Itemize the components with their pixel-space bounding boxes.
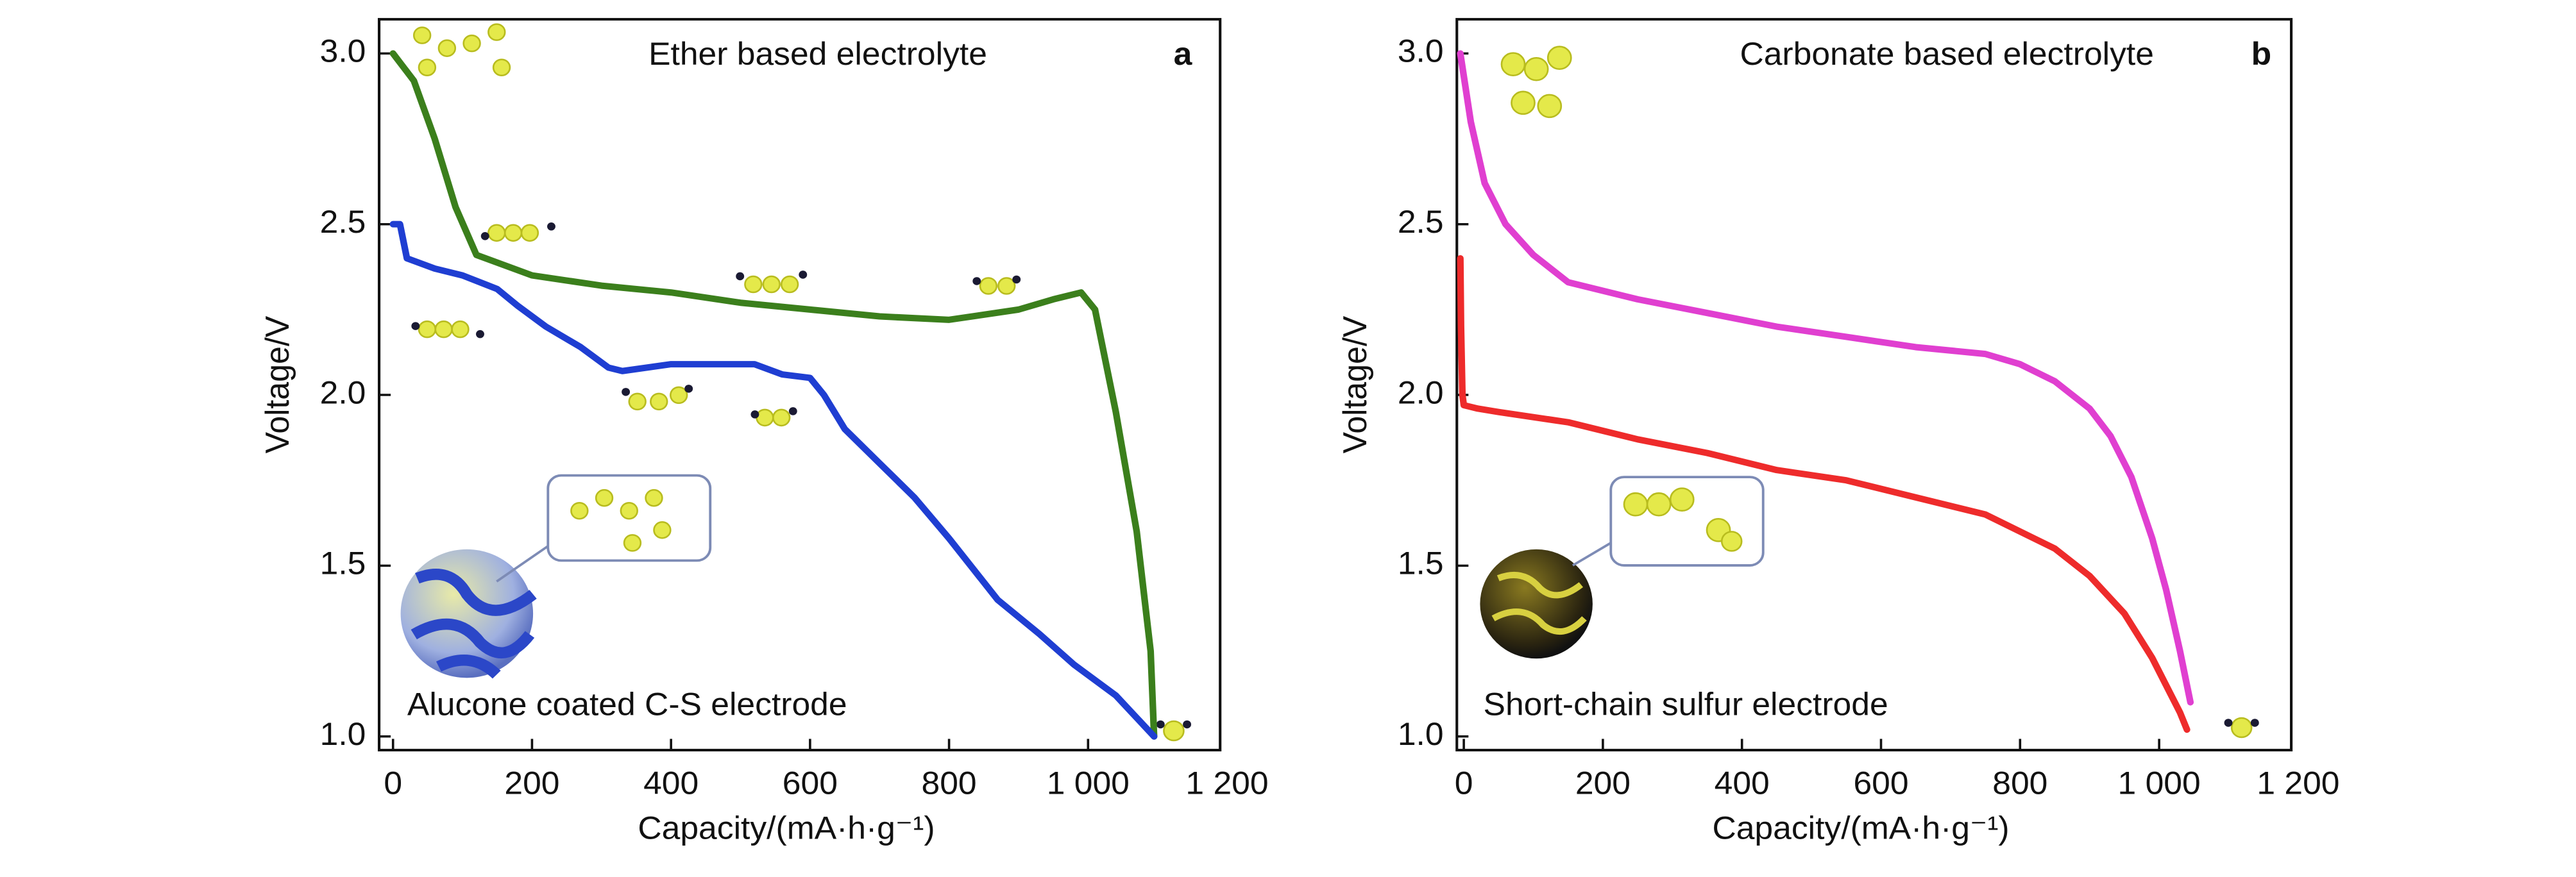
- x-tick-label: 400: [1715, 765, 1770, 801]
- data-line: [1457, 255, 2190, 733]
- decor: [400, 23, 2259, 742]
- y-tick-label: 1.0: [1398, 716, 1444, 752]
- y-tick-label: 1.5: [320, 545, 366, 581]
- plot-frame: [1455, 18, 2293, 752]
- x-tick-label: 200: [504, 765, 559, 801]
- y-tick-label: 1.0: [320, 716, 366, 752]
- x-tick-label: 800: [922, 765, 977, 801]
- y-tick-label: 1.5: [1398, 545, 1444, 581]
- annotation: Short-chain sulfur electrode: [1484, 686, 1888, 722]
- x-tick-label: 1 200: [2257, 765, 2339, 801]
- x-tick-label: 200: [1575, 765, 1631, 801]
- x-axis-label: Capacity/(mA·h·g⁻¹): [638, 810, 935, 846]
- data-line: [1457, 50, 2194, 706]
- annotation: Alucone coated C-S electrode: [407, 686, 847, 722]
- panel-label: a: [1174, 36, 1192, 72]
- y-axis-label: Voltage/V: [258, 316, 296, 454]
- y-tick-label: 2.0: [320, 374, 366, 410]
- annotation: Carbonate based electrolyte: [1740, 36, 2154, 72]
- y-tick-label: 2.0: [1398, 374, 1444, 410]
- x-tick-label: 1 200: [1185, 765, 1268, 801]
- data-line: [389, 221, 1158, 740]
- x-tick-label: 0: [1455, 765, 1473, 801]
- x-tick-label: 600: [1853, 765, 1908, 801]
- x-tick-label: 400: [643, 765, 699, 801]
- data-line: [389, 50, 1158, 740]
- x-tick-label: 0: [384, 765, 402, 801]
- x-axis-label: Capacity/(mA·h·g⁻¹): [1712, 810, 2009, 846]
- panel-label: b: [2251, 36, 2272, 72]
- y-axis-label: Voltage/V: [1336, 316, 1373, 454]
- plot-frame: [377, 18, 1222, 752]
- y-tick-label: 3.0: [1398, 33, 1444, 69]
- x-tick-label: 1 000: [1047, 765, 1130, 801]
- y-tick-label: 2.5: [1398, 204, 1444, 240]
- y-tick-label: 2.5: [320, 204, 366, 240]
- y-tick-label: 3.0: [320, 33, 366, 69]
- annotation: Ether based electrolyte: [648, 36, 987, 72]
- x-tick-label: 600: [783, 765, 838, 801]
- x-tick-label: 1 000: [2118, 765, 2201, 801]
- x-tick-label: 800: [1992, 765, 2047, 801]
